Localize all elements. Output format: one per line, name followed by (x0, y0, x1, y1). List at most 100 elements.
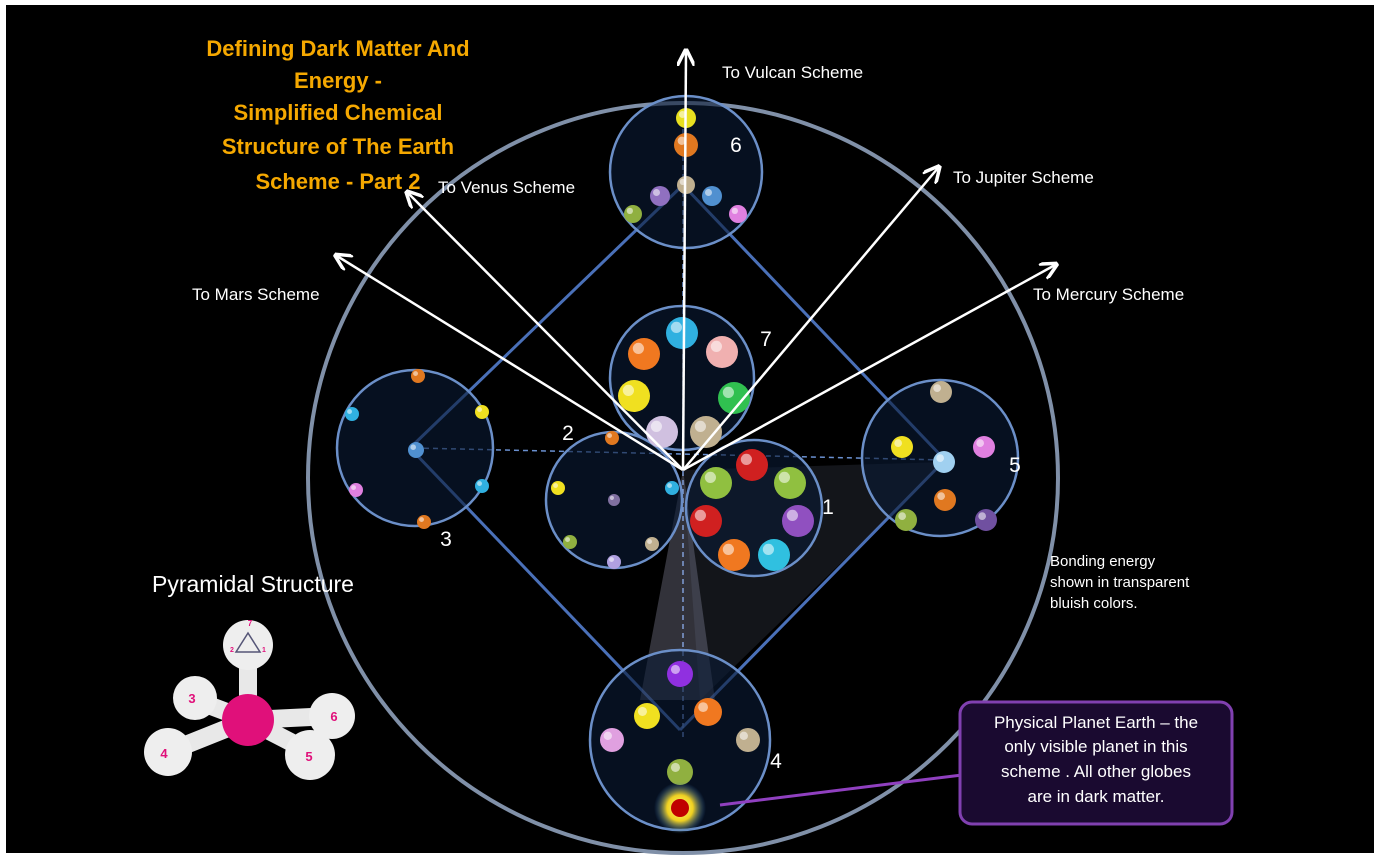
callout-line: only visible planet in this (1004, 737, 1187, 756)
ball-highlight (653, 189, 660, 196)
direction-label: To Mars Scheme (192, 285, 320, 304)
ball-highlight (741, 454, 752, 465)
ball (551, 481, 565, 495)
globe-number: 4 (770, 750, 782, 773)
ball-highlight (565, 537, 570, 542)
ball (646, 416, 678, 448)
ball-highlight (413, 371, 418, 376)
ball (891, 436, 913, 458)
ball (718, 539, 750, 571)
pyramid-number: 6 (330, 709, 337, 724)
ball (975, 509, 997, 531)
ball (608, 494, 620, 506)
globe-number: 2 (562, 422, 574, 445)
ball-highlight (705, 472, 716, 483)
ball (417, 515, 431, 529)
ball (729, 205, 747, 223)
ball (605, 431, 619, 445)
ball-highlight (695, 510, 706, 521)
ball-highlight (610, 496, 614, 500)
ball-highlight (607, 433, 612, 438)
ball (736, 449, 768, 481)
page: Defining Dark Matter AndEnergy -Simplifi… (0, 0, 1380, 858)
ball (408, 442, 424, 458)
direction-label: To Jupiter Scheme (953, 168, 1094, 187)
ball (694, 698, 722, 726)
pyramid-number: 7 (248, 619, 253, 628)
ball-highlight (898, 512, 906, 520)
ball (634, 703, 660, 729)
ball-highlight (705, 189, 712, 196)
ball (930, 381, 952, 403)
callout-line: Physical Planet Earth – the (994, 713, 1198, 732)
ball (666, 317, 698, 349)
direction-label: To Venus Scheme (438, 178, 575, 197)
pyramid-number: 3 (188, 691, 195, 706)
note-line: bluish colors. (1050, 595, 1138, 612)
ball (702, 186, 722, 206)
ball-highlight (787, 510, 798, 521)
ball (934, 489, 956, 511)
ball-highlight (933, 384, 941, 392)
ball-highlight (477, 481, 482, 486)
callout-line: are in dark matter. (1027, 787, 1164, 806)
ball-highlight (671, 763, 680, 772)
ball (475, 405, 489, 419)
pyramid-number: 1 (262, 647, 266, 654)
ball-highlight (779, 472, 790, 483)
ball-highlight (604, 732, 612, 740)
ball-highlight (651, 421, 662, 432)
ball (758, 539, 790, 571)
ball-highlight (623, 385, 634, 396)
ball-highlight (740, 732, 748, 740)
globe-number: 7 (760, 328, 772, 351)
title-line: Defining Dark Matter And (206, 36, 469, 61)
ball-highlight (627, 208, 633, 214)
title-line: Energy - (294, 68, 382, 93)
ball-highlight (667, 483, 672, 488)
ball (650, 186, 670, 206)
ball-highlight (671, 665, 680, 674)
ball (973, 436, 995, 458)
ball-highlight (477, 407, 482, 412)
ball-highlight (647, 539, 652, 544)
ball-highlight (671, 322, 682, 333)
globe-number: 1 (822, 496, 834, 519)
ball-highlight (723, 544, 734, 555)
pyramid-number: 2 (230, 647, 234, 654)
pyramid-number: 4 (160, 746, 168, 761)
ball-highlight (894, 439, 902, 447)
ball (600, 728, 624, 752)
ball (563, 535, 577, 549)
ball (645, 537, 659, 551)
ball (706, 336, 738, 368)
ball (895, 509, 917, 531)
ball (345, 407, 359, 421)
ball-highlight (351, 485, 356, 490)
ball-highlight (609, 557, 614, 562)
ball-highlight (763, 544, 774, 555)
ball-highlight (698, 702, 708, 712)
ball-highlight (419, 517, 424, 522)
ball-highlight (978, 512, 986, 520)
ball (667, 661, 693, 687)
earth (671, 799, 689, 817)
ball-highlight (410, 444, 416, 450)
ball (607, 555, 621, 569)
ball-highlight (976, 439, 984, 447)
ball-highlight (695, 421, 706, 432)
ball-highlight (723, 387, 734, 398)
ball (475, 479, 489, 493)
ball (667, 759, 693, 785)
ball (782, 505, 814, 537)
ball (628, 338, 660, 370)
ball (774, 467, 806, 499)
title-line: Scheme - Part 2 (255, 169, 420, 194)
ball (618, 380, 650, 412)
ball (665, 481, 679, 495)
note-line: Bonding energy (1050, 553, 1156, 570)
callout-line: scheme . All other globes (1001, 762, 1191, 781)
ball (690, 505, 722, 537)
diagram: Defining Dark Matter AndEnergy -Simplifi… (0, 0, 1380, 858)
ball-highlight (936, 454, 944, 462)
